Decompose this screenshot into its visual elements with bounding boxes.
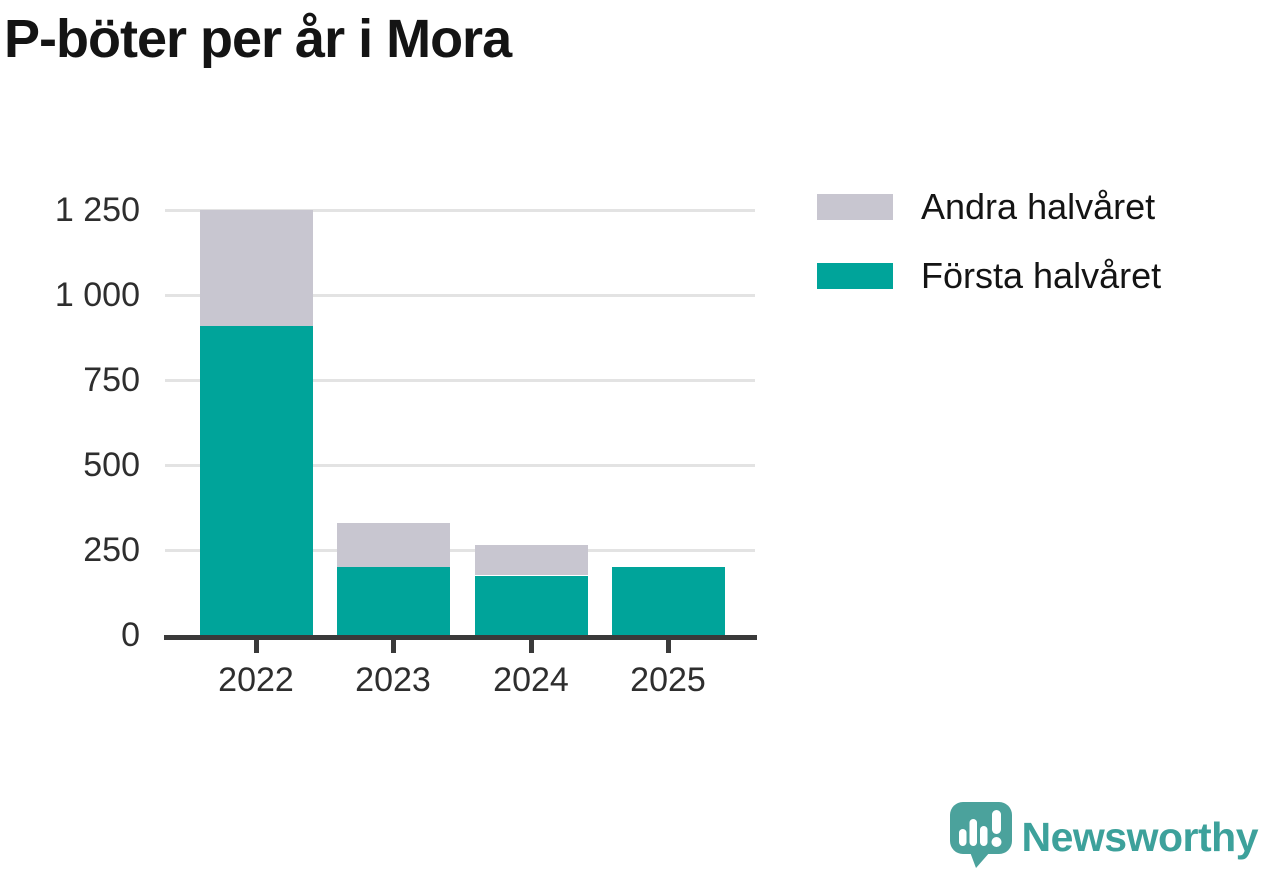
bar-2023-forsta bbox=[336, 567, 450, 635]
gridline-500 bbox=[165, 463, 755, 467]
x-axis-line bbox=[164, 635, 757, 640]
legend-item-forsta: Första halvåret bbox=[817, 257, 1161, 295]
bar-2023-andra bbox=[336, 522, 450, 567]
chart-title: P-böter per år i Mora bbox=[4, 9, 512, 69]
x-tick-label-2024: 2024 bbox=[493, 661, 569, 699]
bar-2022-andra bbox=[199, 210, 313, 326]
legend-swatch-forsta bbox=[817, 263, 893, 289]
gridline-1250 bbox=[165, 208, 755, 212]
newsworthy-branding: Newsworthy bbox=[949, 802, 1259, 873]
y-tick-label-750: 750 bbox=[83, 361, 140, 399]
x-tick-2022 bbox=[253, 640, 259, 653]
legend-swatch-andra bbox=[817, 194, 893, 220]
x-tick-2024 bbox=[528, 640, 534, 653]
x-tick-label-2025: 2025 bbox=[630, 661, 706, 699]
newsworthy-logo-icon bbox=[949, 802, 1012, 873]
bar-2024-forsta bbox=[474, 575, 588, 635]
bar-2022-forsta bbox=[199, 325, 313, 635]
gridline-750 bbox=[165, 378, 755, 382]
legend-label-andra: Andra halvåret bbox=[921, 186, 1156, 227]
gridline-1000 bbox=[165, 293, 755, 297]
y-tick-label-0: 0 bbox=[121, 616, 140, 654]
newsworthy-wordmark: Newsworthy bbox=[1021, 814, 1259, 860]
x-tick-label-2022: 2022 bbox=[218, 661, 294, 699]
y-tick-label-1250: 1 250 bbox=[54, 191, 140, 229]
bar-2024-andra bbox=[474, 544, 588, 576]
legend: Andra halvåret Första halvåret bbox=[817, 188, 1161, 326]
x-tick-2025 bbox=[665, 640, 671, 653]
y-tick-label-500: 500 bbox=[83, 446, 140, 484]
legend-label-forsta: Första halvåret bbox=[921, 255, 1162, 296]
x-tick-label-2023: 2023 bbox=[355, 661, 431, 699]
y-tick-label-1000: 1 000 bbox=[54, 276, 140, 314]
legend-item-andra: Andra halvåret bbox=[817, 188, 1161, 226]
bar-2025-forsta bbox=[611, 567, 725, 635]
y-tick-label-250: 250 bbox=[83, 531, 140, 569]
x-tick-2023 bbox=[390, 640, 396, 653]
gridline-250 bbox=[165, 548, 755, 552]
